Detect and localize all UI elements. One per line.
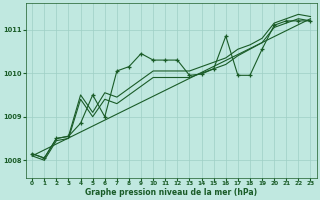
X-axis label: Graphe pression niveau de la mer (hPa): Graphe pression niveau de la mer (hPa) xyxy=(85,188,257,197)
